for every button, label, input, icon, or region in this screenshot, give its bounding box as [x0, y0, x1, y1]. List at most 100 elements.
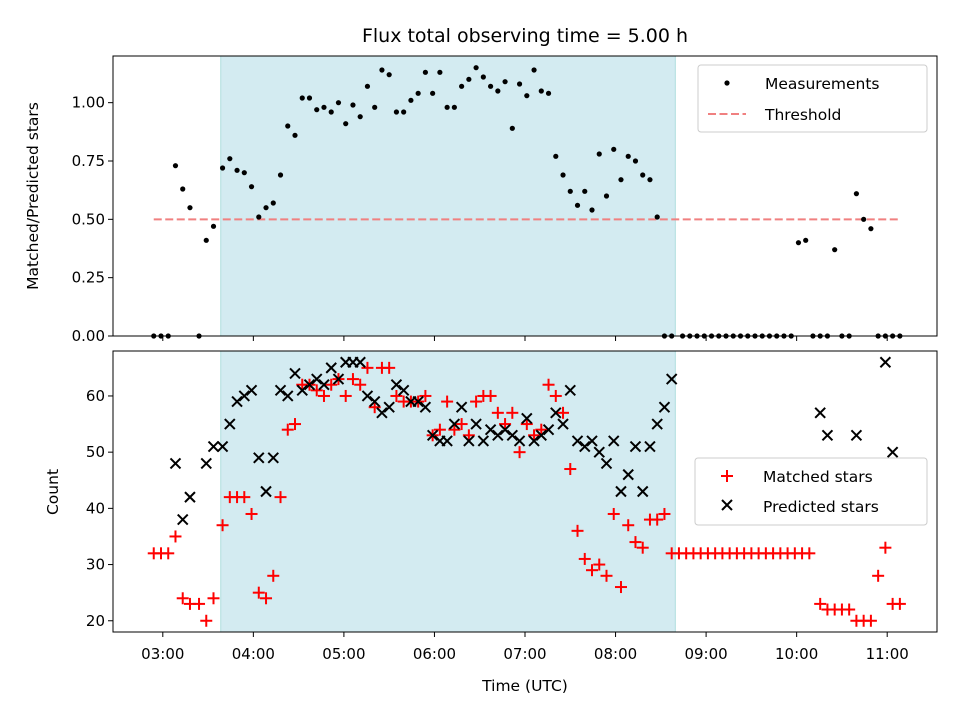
- measurement-point: [408, 97, 414, 103]
- matched-star-point: [864, 614, 877, 627]
- y-tick-label: 20: [86, 612, 105, 630]
- matched-star-point: [441, 395, 454, 408]
- legend-label-predicted: Predicted stars: [763, 498, 879, 516]
- measurement-point: [611, 146, 617, 152]
- measurement-point: [654, 214, 660, 220]
- bottom-shaded-region: [220, 350, 676, 633]
- measurement-point: [328, 109, 334, 115]
- matched-star-point: [484, 389, 497, 402]
- measurement-point: [285, 123, 291, 129]
- matched-star-point: [390, 389, 403, 402]
- predicted-star-point: [622, 468, 634, 481]
- measurement-point: [516, 81, 523, 87]
- predicted-star-point: [463, 435, 475, 447]
- matched-star-point: [267, 569, 280, 582]
- matched-star-point: [651, 513, 664, 526]
- measurement-point: [299, 95, 305, 101]
- matched-star-point: [557, 406, 570, 419]
- matched-star-point: [238, 491, 251, 504]
- predicted-star-point: [477, 435, 490, 447]
- predicted-star-point: [177, 513, 189, 526]
- measurement-point: [335, 100, 342, 106]
- top-legend: Measurements Threshold: [697, 64, 928, 133]
- predicted-star-point: [651, 418, 663, 430]
- y-tick-label: 0.00: [72, 327, 105, 345]
- predicted-star-point: [311, 373, 323, 385]
- predicted-star-point: [169, 457, 182, 470]
- matched-star-point: [893, 597, 906, 610]
- matched-stars-points: [147, 361, 906, 627]
- bottom-y-ticks: 20 30 40 50 60: [86, 387, 113, 630]
- legend-label-matched: Matched stars: [763, 468, 873, 486]
- matched-star-point: [325, 378, 338, 391]
- matched-star-point: [879, 541, 892, 554]
- matched-star-point: [499, 418, 512, 431]
- measurement-point: [292, 132, 298, 138]
- x-tick-label: 04:00: [232, 645, 275, 663]
- measurement-point: [502, 79, 508, 85]
- bottom-legend-box: [694, 457, 928, 526]
- matched-star-point: [593, 558, 606, 571]
- y-tick-label: 30: [86, 556, 105, 574]
- predicted-star-point: [253, 452, 265, 464]
- measurement-point: [172, 163, 179, 169]
- measurement-point: [861, 216, 867, 222]
- matched-star-point: [216, 519, 229, 532]
- predicted-star-point: [470, 418, 482, 430]
- measurement-point: [277, 172, 284, 178]
- y-tick-label: 0.50: [72, 210, 105, 228]
- matched-star-point: [528, 429, 541, 442]
- legend-marker-measurements: [724, 80, 730, 86]
- matched-star-point: [470, 395, 483, 408]
- measurement-point: [203, 237, 209, 243]
- predicted-star-point: [535, 429, 548, 442]
- measurement-point: [538, 88, 544, 94]
- matched-star-point: [636, 541, 649, 554]
- matched-star-point: [571, 524, 584, 537]
- predicted-star-point: [629, 440, 642, 453]
- matched-star-point: [658, 507, 671, 520]
- matched-star-point: [354, 378, 367, 391]
- measurement-point: [451, 104, 457, 110]
- measurement-point: [314, 107, 320, 113]
- predicted-star-point: [644, 440, 656, 453]
- top-shaded-region: [220, 55, 676, 337]
- measurement-point: [596, 151, 602, 157]
- measurement-point: [531, 67, 537, 73]
- matched-star-point: [310, 384, 323, 397]
- matched-star-point: [193, 597, 206, 610]
- predicted-star-point: [200, 457, 212, 470]
- matched-star-point: [419, 389, 432, 402]
- matched-star-point: [383, 361, 396, 374]
- bottom-x-ticks: 03:00 04:00 05:00 06:00 07:00 08:00 09:00 10:00…: [141, 632, 909, 663]
- measurement-point: [509, 125, 515, 131]
- bottom-panel: 20 30 40 50 60 03:00 04:00 05:00 06:00 07:00 08:0…: [44, 350, 938, 695]
- matched-star-point: [814, 597, 827, 610]
- measurement-point: [270, 200, 276, 206]
- matched-star-point: [200, 614, 213, 627]
- measurement-point: [487, 83, 494, 89]
- measurement-point: [545, 90, 552, 96]
- measurement-point: [386, 72, 392, 78]
- measurement-point: [430, 90, 436, 96]
- measurement-point: [379, 67, 385, 73]
- predicted-star-point: [513, 435, 526, 447]
- matched-star-point: [252, 586, 265, 599]
- measurement-point: [437, 69, 443, 75]
- measurement-point: [401, 109, 407, 115]
- predicted-star-point: [282, 390, 294, 402]
- predicted-star-point: [245, 384, 258, 397]
- predicted-star-point: [484, 423, 497, 436]
- y-tick-label: 0.25: [72, 269, 105, 287]
- y-tick-label: 50: [86, 443, 105, 461]
- measurement-point: [803, 237, 809, 243]
- matched-star-point: [542, 378, 555, 391]
- measurement-point: [444, 104, 450, 110]
- predicted-star-point: [492, 429, 504, 442]
- y-tick-label: 60: [86, 387, 105, 405]
- predicted-star-point: [426, 429, 439, 442]
- x-tick-label: 07:00: [503, 645, 546, 663]
- matched-star-point: [361, 361, 374, 374]
- predicted-star-point: [207, 440, 220, 453]
- measurement-point: [589, 207, 595, 213]
